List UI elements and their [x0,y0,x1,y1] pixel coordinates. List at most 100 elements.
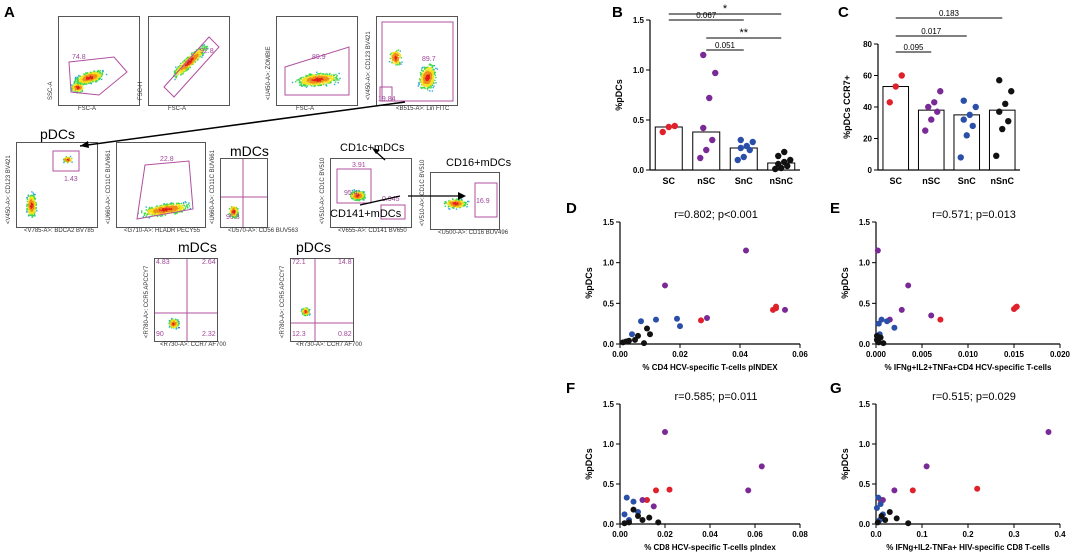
chart-g-xtick-label-3: 0.3 [1008,530,1020,539]
flow-xlabel-r2-4: <V655-A>: CD141 BV650 [338,228,407,234]
chart-b-point-nSnC-0 [772,165,779,173]
gate-pct-r1-4: 89.7 [422,56,436,63]
flow-plot-r2-5-plot [443,182,498,218]
chart-d-point-4 [743,247,749,254]
chart-c-point-nSC-5 [937,88,944,95]
chart-d-point-20 [644,325,650,332]
chart-f-point-11 [621,511,628,518]
chart-c-point-nSC-0 [922,127,929,134]
chart-b-bracket-label-0: 0.067 [696,11,717,20]
flow-plot-r1-1 [58,16,140,106]
chart-b-ytick-label-1: 0.5 [633,116,645,125]
flow-plot-r2-1 [16,142,98,228]
chart-c-ytick-label-1: 20 [863,135,872,144]
chart-f-point-17 [646,514,653,521]
flow-plot-r2-4 [330,158,412,228]
flow-plot-r2-2 [116,142,206,228]
chart-b-point-SnC-0 [734,156,741,164]
chart-e-point-18 [880,340,887,347]
flow-xlabel-r2-5: <U500-A>: CD16 BUV496 [438,230,509,236]
flow-plot-r1-3-plot [284,46,350,96]
panel-label-d: D [566,200,577,217]
flow-xlabel-r3-2: <R730-A>: CCR7 AF700 [296,342,363,348]
chart-f-ytick-label-1: 0.5 [603,480,615,489]
chart-d-point-11 [677,323,683,330]
quad-ul-r3-2: 72.1 [292,259,306,266]
flow-plot-r1-3 [276,16,358,106]
chart-d-ytick-label-1: 0.5 [603,299,615,308]
chart-c-point-SC-2 [898,72,905,79]
chart-b-xlabel-SnC: SnC [735,176,754,186]
chart-g-ytick-label-2: 1.0 [859,440,871,449]
chart-g-point-9 [873,505,880,511]
panel-label-a: A [4,4,15,21]
chart-b-xlabel-nSC: nSC [697,176,716,186]
gate-pct-r2-4-b: 95.4 [344,190,358,197]
chart-f-point-19 [621,520,628,527]
chart-e-xlabel: % IFNg+IL2+TNFa+CD4 HCV-specific T-cells [885,363,1052,372]
chart-g-point-0 [974,485,981,492]
chart-g-point-4 [923,463,930,470]
chart-d-point-10 [674,315,680,322]
chart-f-ylabel: %pDCs [584,448,594,480]
chart-e-ytick-label-2: 1.0 [859,259,871,268]
chart-g-xtick-label-2: 0.2 [962,530,974,539]
chart-f-xtick-label-3: 0.06 [747,530,763,539]
chart-e-point-19 [873,332,880,339]
chart-b-ytick-label-0: 0.0 [633,166,645,175]
chart-g-ytick-label-1: 0.5 [859,480,871,489]
quad-ur-r3-1: 2.64 [202,259,216,266]
chart-g-annotation: r=0.515; p=0.029 [932,391,1016,403]
gate-pct-r1-1: 74.8 [72,54,86,61]
chart-c-point-SnC-2 [969,122,976,130]
chart-d-point-8 [638,318,644,325]
chart-d-point-7 [782,306,788,313]
chart-c-bracket-label-1: 0.017 [921,27,942,36]
flow-xlabel-r2-3: <U570-A>: CD56 BUV563 [228,228,299,234]
chart-e-point-16 [875,339,882,346]
cd16-mdcs-label: CD16+mDCs [446,157,512,169]
chart-g-point-16 [905,520,912,527]
chart-c-point-nSnC-2 [1005,117,1012,125]
chart-d-ytick-label-0: 0.0 [603,340,615,349]
chart-b-bracket-label-3: ** [739,27,748,39]
chart-f-xtick-label-1: 0.02 [657,530,673,539]
chart-c-point-SnC-5 [972,103,979,111]
chart-g-ytick-label-3: 1.5 [859,400,871,409]
chart-c-point-nSnC-0 [993,152,1000,160]
pdcs-label-2: pDCs [296,239,332,255]
gate-pct-r1-3: 89.9 [312,54,326,61]
chart-b-xlabel-SC: SC [662,176,675,186]
chart-e-point-11 [891,324,898,331]
chart-d-point-15 [635,332,641,339]
gate-pct-r2-4: 3.91 [352,162,366,169]
chart-b-point-nSC-0 [697,154,704,162]
chart-d-point-5 [662,282,668,289]
chart-f-point-16 [639,517,646,523]
chart-f-point-3 [662,429,668,435]
chart-b-bracket-label-2: 0.051 [715,41,736,50]
chart-f-annotation: r=0.585; p=0.011 [675,391,758,403]
quad-lr-r3-1: 2.32 [202,331,216,338]
chart-b-point-SnC-4 [743,142,750,150]
chart-g-xlabel: % IFNg+IL2-TNFa+ HIV-specific CD8 T-cell… [886,543,1050,552]
chart-f-point-14 [630,506,637,513]
chart-d-annotation: r=0.802; p<0.001 [674,209,758,221]
chart-c-ylabel: %pDCs CCR7+ [842,75,852,139]
chart-b-point-SC-1 [665,123,672,131]
chart-f-point-7 [650,503,657,510]
chart-f-point-0 [653,487,659,494]
chart-g-xtick-label-0: 0.0 [870,530,882,539]
chart-d-xtick-label-3: 0.06 [792,350,808,359]
chart-c-bar-nSnC [988,109,1016,171]
chart-c-point-SnC-3 [960,116,967,123]
chart-d-point-6 [704,314,710,321]
flow-plot-r3-1-plot [155,259,217,341]
chart-f-xtick-label-2: 0.04 [702,530,718,539]
chart-f-xlabel: % CD8 HCV-specific T-cells pIndex [644,543,776,552]
chart-f-point-9 [630,498,637,505]
chart-g-point-17 [893,515,900,522]
flow-plot-r2-3-plot [221,159,267,227]
chart-c-point-nSnC-4 [1002,100,1009,108]
chart-d-point-2 [773,303,779,310]
